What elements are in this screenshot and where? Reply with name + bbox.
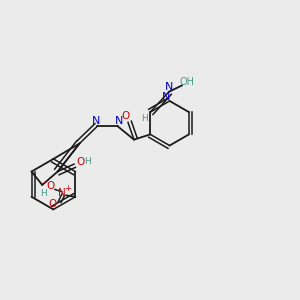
Text: H: H bbox=[84, 157, 91, 166]
Text: +: + bbox=[64, 184, 71, 193]
Text: N: N bbox=[162, 92, 170, 101]
Text: O: O bbox=[49, 199, 57, 209]
Text: N: N bbox=[165, 82, 173, 92]
Text: O: O bbox=[76, 157, 85, 167]
Text: N: N bbox=[58, 188, 66, 198]
Text: N: N bbox=[92, 116, 100, 126]
Text: OH: OH bbox=[180, 77, 195, 87]
Text: H: H bbox=[40, 189, 47, 198]
Text: N: N bbox=[115, 116, 123, 126]
Text: H: H bbox=[142, 113, 148, 122]
Text: -: - bbox=[43, 178, 47, 188]
Text: O: O bbox=[46, 182, 54, 191]
Text: O: O bbox=[122, 111, 130, 122]
